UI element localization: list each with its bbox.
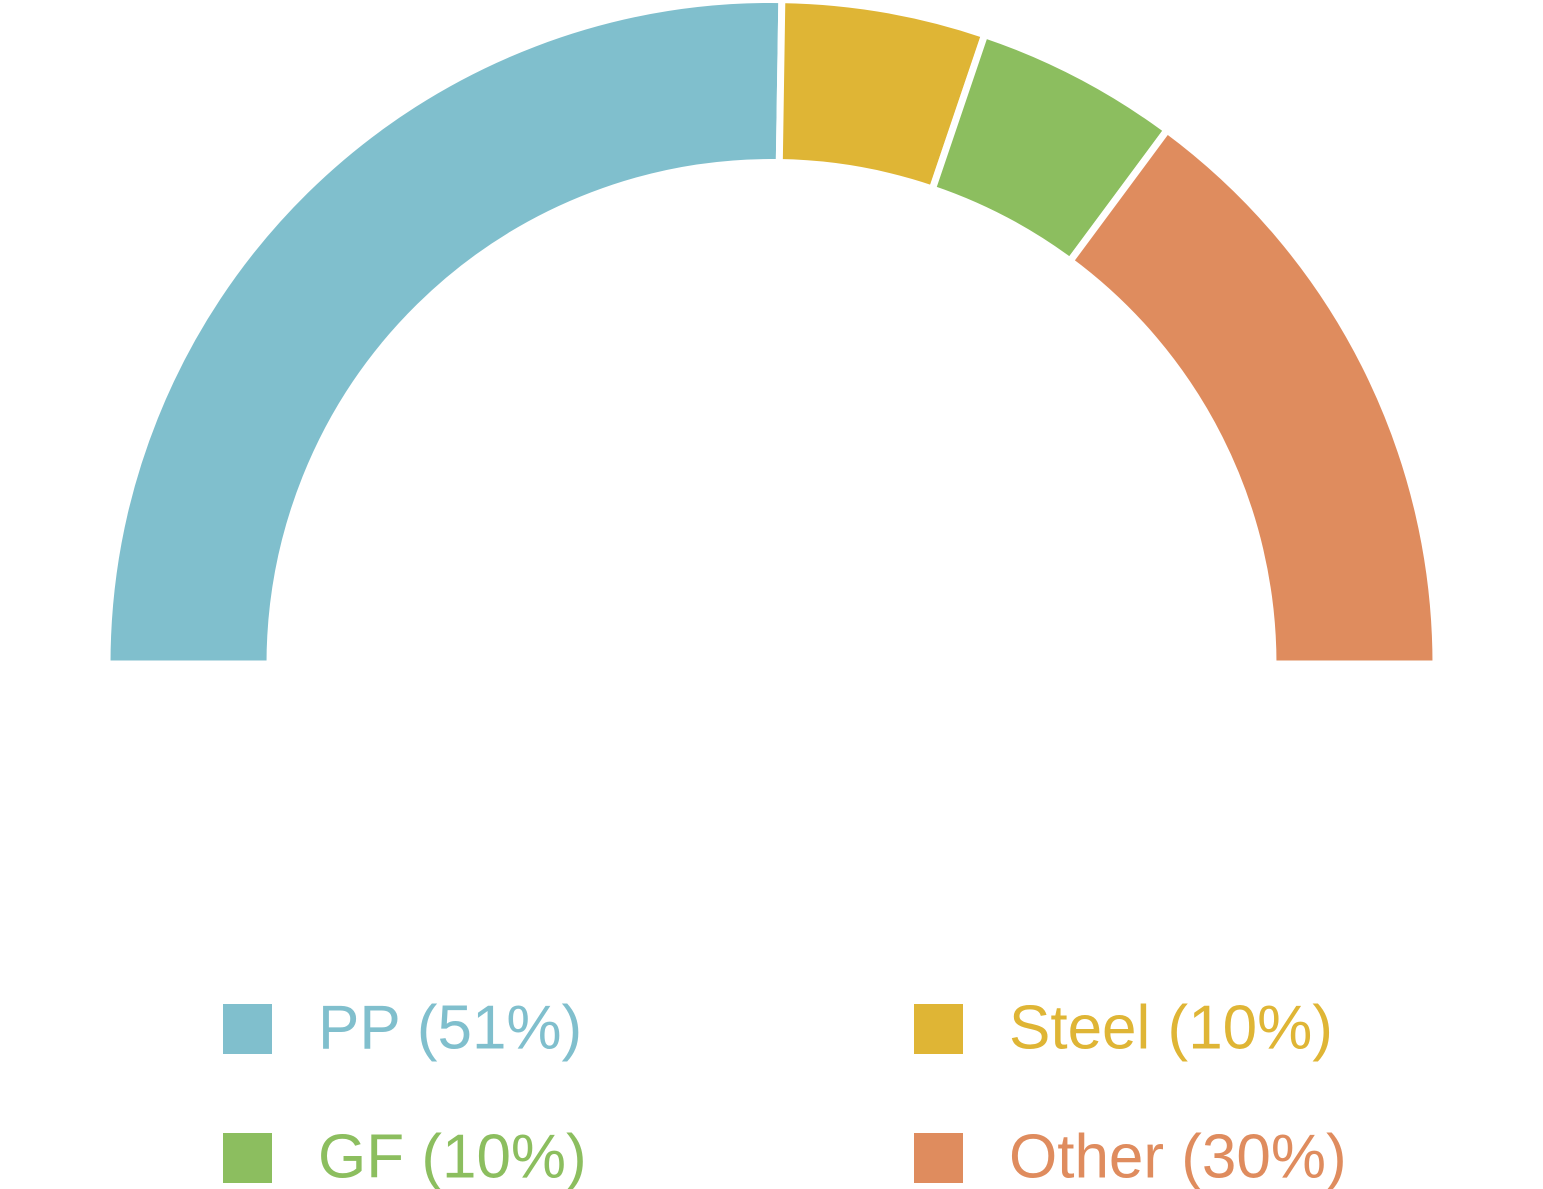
donut-segment (103, 0, 786, 668)
donut-segment (1065, 125, 1440, 668)
legend-label: Steel (10%) (1009, 993, 1333, 1062)
legend-swatch (914, 1133, 963, 1183)
legend-label: PP (51%) (318, 993, 582, 1062)
legend-swatch (223, 1133, 272, 1183)
legend-swatch (914, 1004, 963, 1054)
legend-label: GF (10%) (318, 1122, 587, 1189)
legend-swatch (223, 1004, 272, 1054)
legend-label: Other (30%) (1009, 1122, 1347, 1189)
